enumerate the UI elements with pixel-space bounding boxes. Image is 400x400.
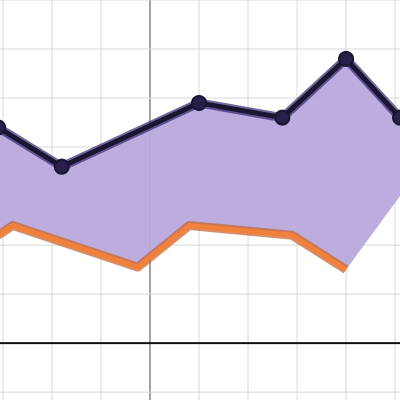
line: [0, 222, 348, 272]
point: [338, 50, 355, 67]
point: [274, 109, 291, 126]
point: [53, 158, 70, 175]
point: [392, 109, 400, 126]
point: [0, 119, 7, 136]
line: [0, 56, 400, 170]
point: [191, 94, 208, 111]
shaded-region: [0, 58, 400, 270]
